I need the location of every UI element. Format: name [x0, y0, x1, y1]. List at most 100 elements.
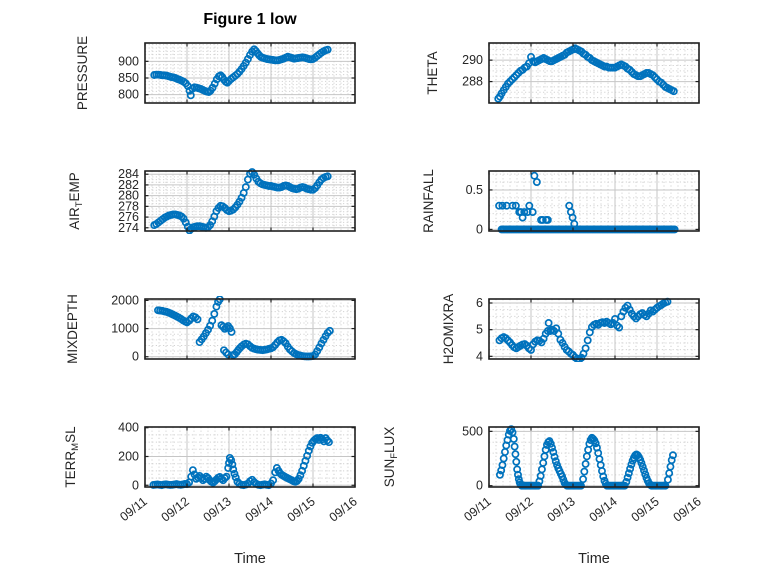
axes-box [488, 170, 700, 232]
tick-marks [144, 427, 356, 487]
data-point [665, 469, 674, 478]
data-point [222, 472, 231, 481]
data-point [581, 344, 590, 353]
ylabel-air-temp: AIRTEMP [67, 172, 85, 230]
xtick-label: 09/11 [117, 494, 150, 524]
data-point [661, 481, 670, 490]
series-air-temp [150, 168, 332, 234]
data-point [667, 456, 676, 465]
ytick-label: 850 [118, 71, 139, 85]
series-pressure [150, 45, 332, 100]
axes-box [488, 42, 700, 104]
ylabel-theta: THETA [425, 51, 440, 94]
data-point [229, 465, 238, 474]
data-point [549, 448, 558, 456]
xlabel-time-right: Time [578, 551, 610, 567]
data-point [544, 319, 553, 327]
axes-box [144, 170, 356, 232]
data-point [510, 442, 519, 451]
xtick-label: 09/13 [545, 494, 578, 524]
data-point [540, 452, 549, 461]
data-point [227, 328, 236, 336]
ytick-label: 900 [118, 54, 139, 68]
xtick-label: 09/12 [159, 494, 192, 524]
grid [489, 299, 699, 359]
data-point [188, 466, 197, 475]
subplot-terr-msl: 0 200 400 TERRMSL 09/11 09/12 09/13 09/14 09/15 0… [63, 421, 360, 525]
ytick-label: 280 [118, 189, 139, 203]
series-mixdepth [154, 296, 334, 361]
data-point [212, 302, 221, 311]
data-point [546, 439, 555, 448]
data-point [231, 473, 240, 482]
ylabel-pressure: PRESSURE [75, 36, 90, 110]
data-point [323, 172, 332, 181]
data-point [534, 481, 543, 490]
data-point [670, 225, 679, 234]
ytick-label: 800 [118, 88, 139, 102]
data-point [296, 471, 305, 480]
data-point [230, 469, 239, 478]
data-point [530, 171, 539, 180]
xtick-label: 09/15 [285, 494, 318, 524]
data-point [508, 201, 517, 210]
data-point [495, 201, 504, 210]
series-theta [494, 44, 678, 103]
data-point [509, 435, 518, 443]
axes-box [488, 298, 700, 360]
data-point [551, 457, 560, 466]
data-point [627, 460, 636, 469]
ylabel-h2omixra: H2OMIXRA [441, 294, 456, 365]
data-point [640, 466, 648, 475]
data-point [624, 469, 633, 478]
grid [489, 171, 699, 231]
data-point [666, 462, 675, 471]
data-point [577, 481, 585, 490]
data-point [241, 183, 250, 192]
data-point [228, 460, 237, 469]
data-point [210, 309, 219, 318]
subplot-rainfall: 0 0.5 RAINFALL [421, 169, 700, 236]
ytick-label: 6 [476, 296, 483, 310]
subplot-sun-flux: 0 500 SUNFLUX 09/11 09/12 09/13 09/14 09/15 09/1… [382, 424, 704, 524]
data-point [669, 87, 678, 96]
ylabel-terr-msl: TERRMSL [63, 426, 81, 488]
data-point [499, 454, 508, 463]
data-point [543, 215, 552, 224]
ytick-label: 274 [118, 221, 139, 235]
data-point [525, 201, 534, 210]
figure-title: Figure 1 low [203, 11, 297, 28]
ytick-label: 0 [132, 478, 139, 492]
tick-marks [488, 427, 700, 487]
tick-marks [144, 43, 356, 103]
data-point [323, 436, 332, 445]
xtick-label: 09/12 [503, 494, 536, 524]
data-point [315, 343, 324, 352]
data-point [204, 325, 212, 334]
ylabel-mixdepth: MIXDEPTH [65, 294, 80, 364]
data-point [591, 439, 600, 448]
tick-marks [488, 43, 700, 103]
data-point [528, 208, 537, 217]
xtick-label: 09/15 [629, 494, 662, 524]
ytick-label: 200 [118, 449, 139, 463]
data-point [550, 452, 559, 461]
ytick-label: 282 [118, 178, 139, 192]
ytick-label: 284 [118, 167, 139, 181]
data-point [637, 459, 646, 468]
ytick-label: 500 [462, 424, 483, 438]
ytick-label: 4 [476, 349, 483, 363]
data-point [539, 458, 548, 467]
data-point [193, 315, 202, 324]
data-point [208, 316, 217, 325]
data-point [511, 201, 520, 210]
data-point [220, 474, 229, 483]
ytick-label: 276 [118, 210, 139, 224]
axes-box [144, 42, 356, 104]
data-point [325, 326, 334, 335]
ytick-label: 0.5 [466, 183, 483, 197]
subplot-mixdepth: 0 1000 2000 MIXDEPTH [65, 293, 356, 364]
data-point [498, 201, 507, 210]
ytick-label: 0 [476, 222, 483, 236]
